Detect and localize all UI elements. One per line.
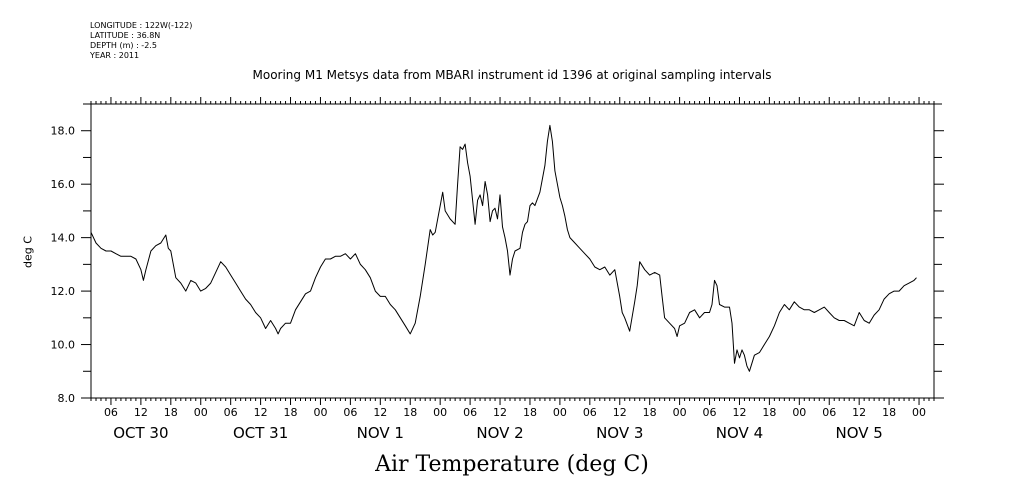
x-day-label: NOV 4 [716,424,763,442]
x-tick-label: 06 [822,406,836,419]
x-tick-label: 06 [463,406,477,419]
x-tick-label: 06 [224,406,238,419]
x-day-label: NOV 3 [596,424,643,442]
x-tick-label: 18 [882,406,896,419]
metadata-block: LONGITUDE : 122W(-122) LATITUDE : 36.8N … [90,21,192,61]
y-tick-label: 16.0 [51,178,76,191]
x-tick-label: 18 [523,406,537,419]
x-tick-label: 18 [403,406,417,419]
y-tick-label: 14.0 [51,232,76,245]
x-tick-label: 12 [852,406,866,419]
x-tick-label: 12 [254,406,268,419]
x-tick-label: 00 [313,406,327,419]
x-tick-label: 18 [164,406,178,419]
x-tick-label: 12 [613,406,627,419]
x-axis-title: Air Temperature (deg C) [375,452,649,477]
x-tick-label: 12 [134,406,148,419]
x-tick-label: 18 [284,406,298,419]
x-tick-label: 00 [792,406,806,419]
x-tick-label: 12 [732,406,746,419]
x-tick-label: 18 [643,406,657,419]
x-tick-label: 06 [583,406,597,419]
x-day-label: NOV 5 [836,424,883,442]
x-tick-label: 12 [373,406,387,419]
series-line [90,124,917,372]
y-tick-label: 10.0 [51,339,76,352]
plot-frame [90,103,935,399]
x-day-label: NOV 1 [357,424,404,442]
x-tick-label: 06 [104,406,118,419]
y-tick-label: 12.0 [51,285,76,298]
y-tick-label: 8.0 [58,392,76,405]
longitude-label: LONGITUDE : 122W(-122) [90,21,193,30]
x-tick-label: 06 [343,406,357,419]
x-tick-label: 00 [194,406,208,419]
x-day-label: NOV 2 [476,424,523,442]
depth-label: DEPTH (m) : -2.5 [90,41,157,50]
x-tick-label: 00 [553,406,567,419]
x-day-label: OCT 31 [233,424,288,442]
y-tick-label: 18.0 [51,125,76,138]
x-tick-label: 12 [493,406,507,419]
x-tick-label: 18 [762,406,776,419]
x-tick-label: 00 [912,406,926,419]
year-label: YEAR : 2011 [90,51,140,60]
x-day-label: OCT 30 [113,424,168,442]
x-tick-label: 00 [433,406,447,419]
x-tick-label: 00 [673,406,687,419]
latitude-label: LATITUDE : 36.8N [90,31,161,40]
x-tick-label: 06 [703,406,717,419]
chart-title: Mooring M1 Metsys data from MBARI instru… [252,68,772,82]
